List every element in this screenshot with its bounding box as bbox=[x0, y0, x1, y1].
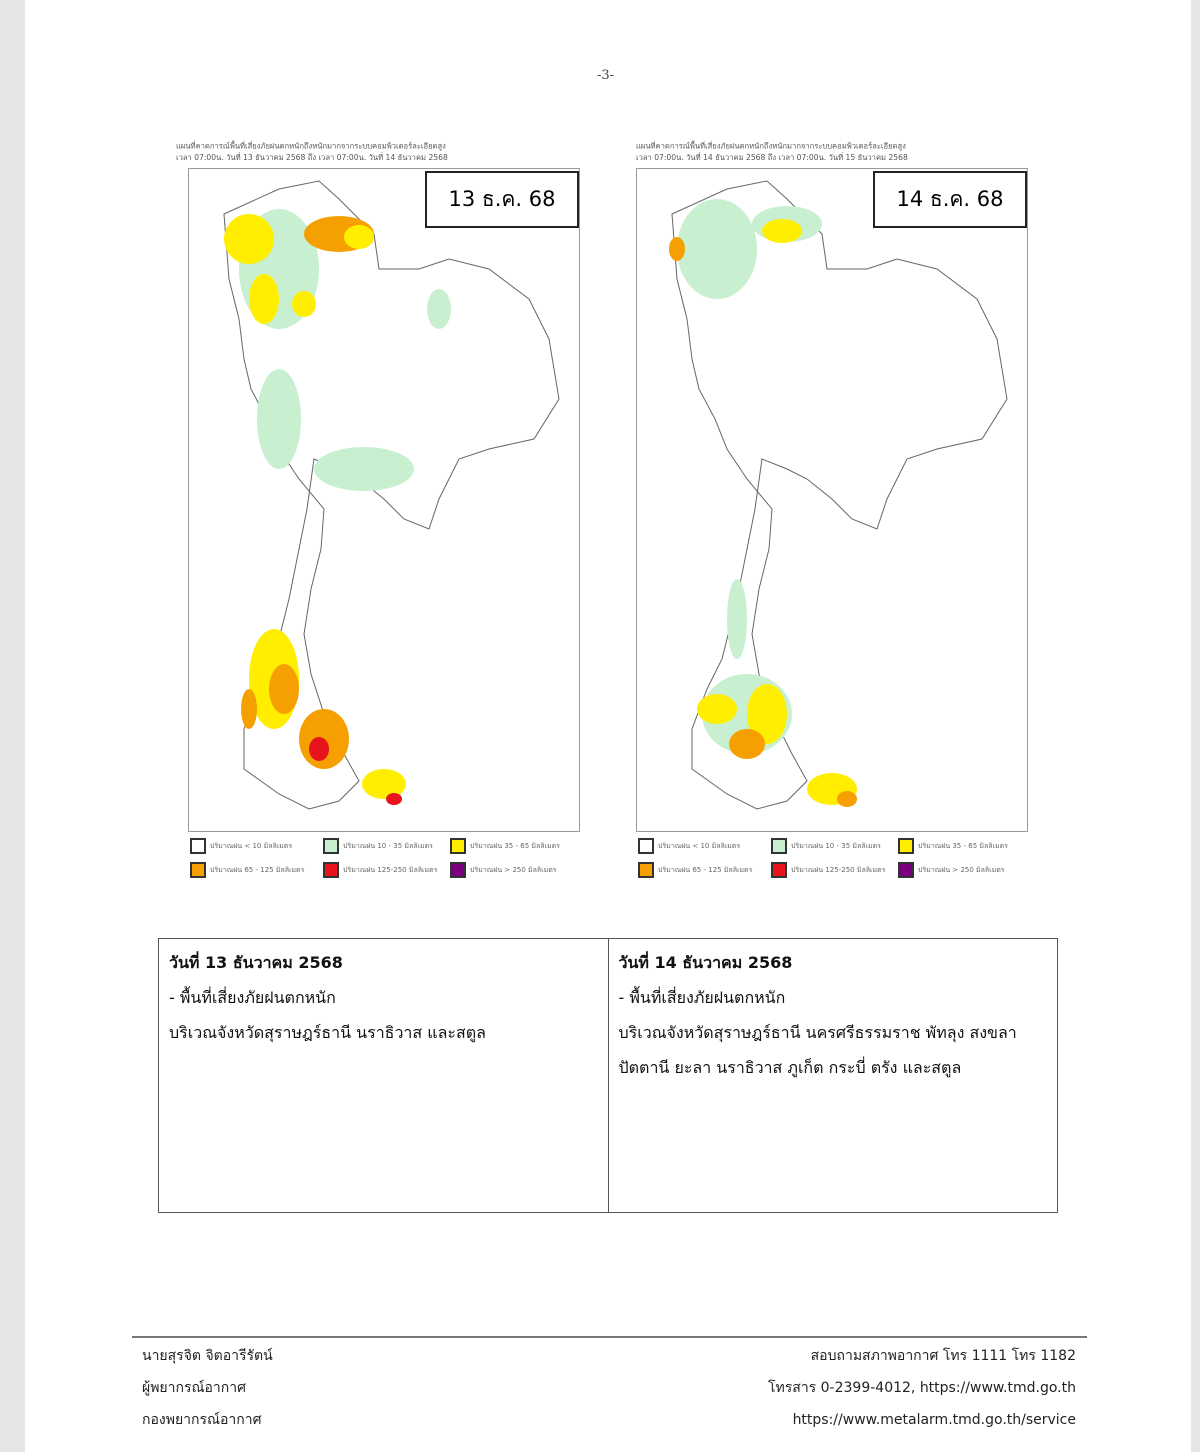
map-2: 14 ธ.ค. 68 bbox=[636, 168, 1028, 832]
legend-swatch bbox=[323, 862, 339, 878]
legend-item: ปริมาณฝน 65 - 125 มิลลิเมตร bbox=[190, 862, 304, 878]
legend-swatch bbox=[323, 838, 339, 854]
forecaster-title: ผู้พยากรณ์อากาศ bbox=[142, 1380, 246, 1396]
legend-item: ปริมาณฝน 35 - 65 มิลลิเมตร bbox=[450, 838, 560, 854]
rain-zones bbox=[669, 199, 857, 807]
metalarm-link[interactable]: https://www.metalarm.tmd.go.th/service bbox=[792, 1412, 1076, 1428]
forecast-line: บริเวณจังหวัดสุราษฎร์ธานี นราธิวาส และสต… bbox=[169, 1023, 486, 1042]
forecast-date: วันที่ 13 ธันวาคม 2568 bbox=[169, 953, 343, 972]
legend-swatch bbox=[190, 862, 206, 878]
legend-item: ปริมาณฝน 65 - 125 มิลลิเมตร bbox=[638, 862, 752, 878]
forecast-heading: - พื้นที่เสี่ยงภัยฝนตกหนัก bbox=[618, 988, 786, 1007]
rain-zones bbox=[224, 209, 451, 805]
legend-swatch bbox=[450, 862, 466, 878]
footer-left: นายสุรจิต จิตอารีรัตน์ ผู้พยากรณ์อากาศ ก… bbox=[142, 1340, 273, 1436]
map-2-title: แผนที่คาดการณ์พื้นที่เสี่ยงภัยฝนตกหนักถึ… bbox=[636, 141, 906, 151]
forecast-table: วันที่ 13 ธันวาคม 2568 - พื้นที่เสี่ยงภั… bbox=[158, 938, 1058, 1213]
contact-phone: สอบถามสภาพอากาศ โทร 1111 โทร 1182 bbox=[810, 1348, 1076, 1364]
map-2-header: แผนที่คาดการณ์พื้นที่เสี่ยงภัยฝนตกหนักถึ… bbox=[636, 141, 908, 164]
map-1-header: แผนที่คาดการณ์พื้นที่เสี่ยงภัยฝนตกหนักถึ… bbox=[176, 141, 448, 164]
map-2-date-label: 14 ธ.ค. 68 bbox=[873, 171, 1027, 228]
forecast-heading: - พื้นที่เสี่ยงภัยฝนตกหนัก bbox=[169, 988, 336, 1007]
map-1-period: เวลา 07:00น. วันที่ 13 ธันวาคม 2568 ถึง … bbox=[176, 153, 448, 162]
forecast-cell-day-1: วันที่ 13 ธันวาคม 2568 - พื้นที่เสี่ยงภั… bbox=[159, 939, 608, 1212]
forecast-date: วันที่ 14 ธันวาคม 2568 bbox=[618, 953, 793, 972]
map-2-thailand bbox=[669, 180, 1008, 810]
map-1: 13 ธ.ค. 68 bbox=[188, 168, 580, 832]
legend-swatch bbox=[450, 838, 466, 854]
legend-swatch bbox=[638, 862, 654, 878]
page-number: -3- bbox=[597, 68, 615, 83]
footer-right: สอบถามสภาพอากาศ โทร 1111 โทร 1182 โทรสาร… bbox=[768, 1340, 1076, 1436]
legend-item: ปริมาณฝน 10 - 35 มิลลิเมตร bbox=[771, 838, 881, 854]
document-page: -3- แผนที่คาดการณ์พื้นที่เสี่ยงภัยฝนตกหน… bbox=[25, 0, 1191, 1452]
forecast-line: ปัตตานี ยะลา นราธิวาส ภูเก็ต กระบี่ ตรัง… bbox=[618, 1058, 962, 1077]
legend-item: ปริมาณฝน 125-250 มิลลิเมตร bbox=[323, 862, 437, 878]
legend-item: ปริมาณฝน < 10 มิลลิเมตร bbox=[190, 838, 292, 854]
map-1-title: แผนที่คาดการณ์พื้นที่เสี่ยงภัยฝนตกหนักถึ… bbox=[176, 141, 446, 151]
map-1-thailand bbox=[223, 180, 560, 810]
forecast-line: บริเวณจังหวัดสุราษฎร์ธานี นครศรีธรรมราช … bbox=[618, 1023, 1017, 1042]
legend-item: ปริมาณฝน < 10 มิลลิเมตร bbox=[638, 838, 740, 854]
legend-swatch bbox=[898, 862, 914, 878]
legend-item: ปริมาณฝน > 250 มิลลิเมตร bbox=[450, 862, 557, 878]
forecast-cell-day-2: วันที่ 14 ธันวาคม 2568 - พื้นที่เสี่ยงภั… bbox=[607, 939, 1058, 1212]
legend-item: ปริมาณฝน > 250 มิลลิเมตร bbox=[898, 862, 1005, 878]
legend-swatch bbox=[190, 838, 206, 854]
legend-item: ปริมาณฝน 10 - 35 มิลลิเมตร bbox=[323, 838, 433, 854]
legend-swatch bbox=[638, 838, 654, 854]
legend-swatch bbox=[771, 838, 787, 854]
legend-swatch bbox=[771, 862, 787, 878]
map-2-period: เวลา 07:00น. วันที่ 14 ธันวาคม 2568 ถึง … bbox=[636, 153, 908, 162]
map-1-date-label: 13 ธ.ค. 68 bbox=[425, 171, 579, 228]
contact-fax-website[interactable]: โทรสาร 0-2399-4012, https://www.tmd.go.t… bbox=[768, 1380, 1076, 1396]
footer-divider bbox=[132, 1336, 1087, 1338]
legend-item: ปริมาณฝน 125-250 มิลลิเมตร bbox=[771, 862, 885, 878]
legend-swatch bbox=[898, 838, 914, 854]
division-name: กองพยากรณ์อากาศ bbox=[142, 1412, 262, 1428]
legend-item: ปริมาณฝน 35 - 65 มิลลิเมตร bbox=[898, 838, 1008, 854]
forecaster-name: นายสุรจิต จิตอารีรัตน์ bbox=[142, 1348, 273, 1364]
